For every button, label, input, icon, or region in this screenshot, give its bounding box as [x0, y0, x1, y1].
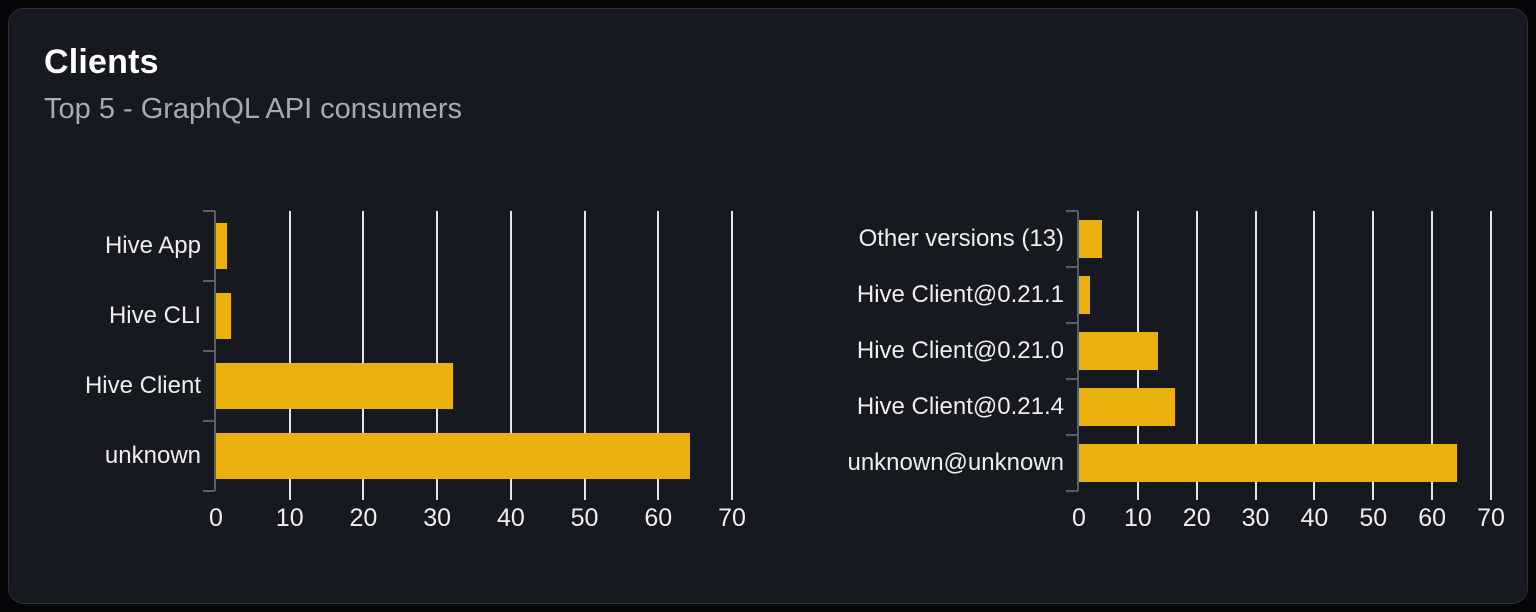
x-tick-label: 10: [275, 504, 304, 532]
gridline: [288, 211, 291, 500]
plot-area: Other versions (13) Hive Client@0.21.1 Hiv…: [847, 210, 1505, 532]
category-label-unknown-unknown: unknown@unknown: [847, 449, 1064, 476]
x-tick-label: 30: [423, 504, 452, 532]
bar-hive-client-0-21-1[interactable]: [1079, 276, 1091, 314]
y-axis-tick: [1066, 378, 1078, 380]
x-tick-label: 40: [1300, 504, 1329, 532]
y-axis-tick: [203, 280, 215, 282]
x-tick-label: 50: [570, 504, 599, 532]
y-axis-tick: [1066, 210, 1078, 212]
bar-hive-client-0-21-0[interactable]: [1079, 332, 1159, 370]
bar-hive-app[interactable]: [216, 222, 228, 270]
x-tick-label: 50: [1359, 504, 1388, 532]
bar-hive-client-0-21-4[interactable]: [1079, 388, 1175, 426]
gridline: [509, 211, 512, 500]
x-tick-label: 0: [209, 504, 223, 532]
y-axis-tick: [203, 420, 215, 422]
category-label-hive-cli: Hive CLI: [108, 302, 201, 329]
x-tick-label: 40: [496, 504, 525, 532]
card-subtitle: Top 5 - GraphQL API consumers: [44, 93, 463, 126]
gridline: [362, 211, 365, 500]
card-title: Clients: [44, 43, 159, 81]
x-tick-label: 20: [1182, 504, 1211, 532]
y-axis-tick: [203, 210, 215, 212]
gridline: [1254, 211, 1257, 500]
category-label-hive-client: Hive Client: [84, 372, 201, 399]
x-tick-label: 20: [349, 504, 378, 532]
plot-area: Hive App Hive CLI Hive Client unknown 0 10 20 3…: [85, 210, 746, 532]
x-tick-label: 70: [1477, 504, 1505, 532]
y-axis-tick: [1066, 322, 1078, 324]
bar-unknown[interactable]: [216, 432, 690, 480]
gridline: [1372, 211, 1375, 500]
y-axis-tick: [1066, 490, 1078, 492]
clients-by-version-chart: Other versions (13) Hive Client@0.21.1 Hiv…: [847, 210, 1505, 532]
category-label-hive-client-0-21-4: Hive Client@0.21.4: [856, 393, 1064, 420]
category-label-hive-client-0-21-1: Hive Client@0.21.1: [856, 281, 1064, 308]
bar-hive-client[interactable]: [216, 362, 454, 410]
x-tick-label: 60: [644, 504, 673, 532]
category-label-other-versions-13: Other versions (13): [858, 225, 1064, 252]
x-tick-label: 0: [1072, 504, 1086, 532]
x-tick-label: 30: [1241, 504, 1270, 532]
card-header: Clients Top 5 - GraphQL API consumers: [44, 43, 462, 126]
gridline: [731, 211, 733, 500]
y-axis-tick: [203, 350, 215, 352]
x-tick-label: 70: [718, 504, 746, 532]
clients-card: Clients Top 5 - GraphQL API consumers Hi…: [8, 8, 1528, 604]
x-tick-label: 60: [1418, 504, 1447, 532]
category-label-unknown: unknown: [104, 442, 201, 469]
gridline: [1313, 211, 1316, 500]
category-label-hive-client-0-21-0: Hive Client@0.21.0: [856, 337, 1064, 364]
bar-hive-cli[interactable]: [216, 292, 232, 340]
gridline: [1431, 211, 1434, 500]
y-axis-tick: [203, 490, 215, 492]
y-axis-tick: [1066, 434, 1078, 436]
bar-unknown-unknown[interactable]: [1079, 444, 1458, 482]
gridline: [657, 211, 660, 500]
x-tick-label: 10: [1123, 504, 1152, 532]
bar-other-versions-13[interactable]: [1079, 220, 1102, 258]
gridline: [1195, 211, 1198, 500]
gridline: [583, 211, 586, 500]
category-label-hive-app: Hive App: [104, 232, 201, 259]
gridline: [436, 211, 439, 500]
y-axis-tick: [1066, 266, 1078, 268]
gridline: [1490, 211, 1492, 500]
clients-by-name-chart: Hive App Hive CLI Hive Client unknown 0 10 20 3…: [85, 210, 746, 532]
